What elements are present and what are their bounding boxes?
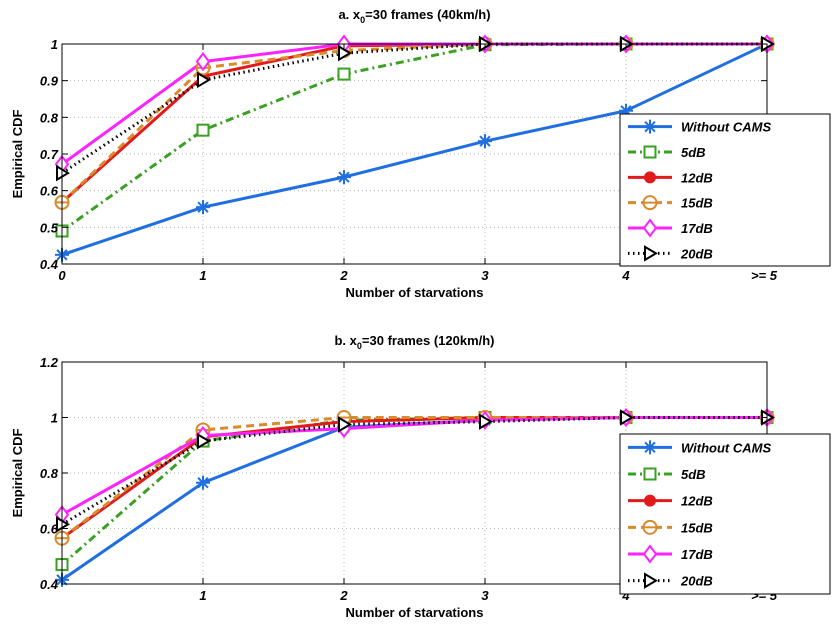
legend-marker-17db	[642, 218, 658, 238]
y-tick-label: 0.6	[40, 184, 59, 199]
data-point-17db	[195, 51, 211, 72]
legend-label-17db: 17dB	[681, 547, 713, 562]
series-line-20db	[61, 42, 767, 175]
data-point-without-cams	[478, 134, 492, 149]
chart-title: b. x0=30 frames (120km/h)	[334, 333, 494, 351]
legend-marker-15db	[642, 195, 658, 211]
legend-marker-17db	[642, 544, 658, 564]
legend-marker-12db	[644, 171, 656, 184]
series-line-without-cams	[61, 42, 768, 257]
data-point-5db	[196, 123, 210, 137]
x-tick-label: 2	[339, 588, 348, 603]
y-tick-label: 0.5	[40, 220, 59, 235]
series-line-20db	[61, 416, 767, 526]
y-tick-label: 1.2	[40, 355, 59, 370]
legend-label-12db: 12dB	[681, 170, 713, 185]
y-tick-label: 0.8	[40, 110, 59, 125]
legend-marker-15db	[642, 519, 658, 535]
legend-marker-5db	[643, 145, 657, 159]
y-tick-label: 1	[51, 37, 58, 52]
data-point-20db	[197, 432, 211, 450]
legend-label-5db: 5dB	[681, 145, 706, 160]
data-point-without-cams	[196, 475, 210, 490]
chart-a: 0 1 2 3 4 >= 5 0.4 0.5 0.6 0.7 0.8 0.9 1 Number of st…	[10, 7, 831, 300]
y-tick-label: 0.4	[40, 577, 59, 592]
data-point-5db	[337, 67, 351, 81]
legend-label-without-cams: Without CAMS	[681, 440, 771, 455]
y-tick-label: 1	[51, 411, 58, 426]
legend-marker-20db	[644, 572, 658, 589]
legend: Without CAMS 5dB 12dB 15dB 17dB 20dB	[619, 113, 831, 267]
x-axis-label: Number of starvations	[346, 605, 484, 620]
chart-title: a. x0=30 frames (40km/h)	[338, 7, 490, 25]
x-tick-label: 0	[58, 268, 66, 283]
y-axis-label: Empirical CDF	[10, 110, 25, 199]
y-tick-label: 0.8	[40, 466, 59, 481]
legend: Without CAMS 5dB 12dB 15dB 17dB 20dB	[619, 433, 831, 595]
legend-box	[619, 433, 831, 595]
legend-label-12db: 12dB	[681, 494, 713, 509]
x-axis-label: Number of starvations	[346, 285, 484, 300]
legend-marker-without-cams	[643, 119, 657, 134]
legend-label-without-cams: Without CAMS	[681, 120, 771, 135]
legend-marker-without-cams	[643, 440, 657, 455]
x-tick-label: 4	[621, 588, 630, 603]
x-tick-label: 1	[199, 588, 206, 603]
legend-label-15db: 15dB	[681, 520, 713, 535]
y-axis-label: Empirical CDF	[10, 429, 25, 518]
legend-label-17db: 17dB	[681, 221, 713, 236]
data-point-20db	[338, 416, 352, 433]
legend-box	[619, 113, 831, 267]
x-tick-label: 1	[199, 268, 206, 283]
data-point-20db	[479, 413, 493, 430]
legend-label-15db: 15dB	[681, 196, 713, 211]
data-point-20db	[620, 409, 634, 426]
legend-label-20db: 20dB	[680, 574, 713, 589]
y-tick-label: 0.7	[40, 147, 59, 162]
y-tick-label: 0.6	[40, 522, 59, 537]
legend-marker-12db	[644, 494, 656, 507]
legend-marker-20db	[644, 245, 658, 262]
x-tick-label: 3	[481, 588, 489, 603]
data-point-without-cams	[196, 200, 210, 215]
y-tick-label: 0.4	[40, 257, 59, 272]
x-tick-label: 2	[339, 268, 348, 283]
legend-marker-5db	[643, 467, 657, 481]
data-point-without-cams	[337, 170, 351, 185]
x-tick-label: 4	[621, 268, 630, 283]
series-group	[54, 407, 775, 587]
data-point-20db	[197, 71, 211, 89]
legend-label-5db: 5dB	[681, 467, 706, 482]
x-tick-label: >= 5	[751, 268, 778, 283]
x-tick-label: 3	[481, 268, 489, 283]
y-tick-label: 0.9	[40, 74, 59, 89]
legend-label-20db: 20dB	[680, 246, 713, 261]
